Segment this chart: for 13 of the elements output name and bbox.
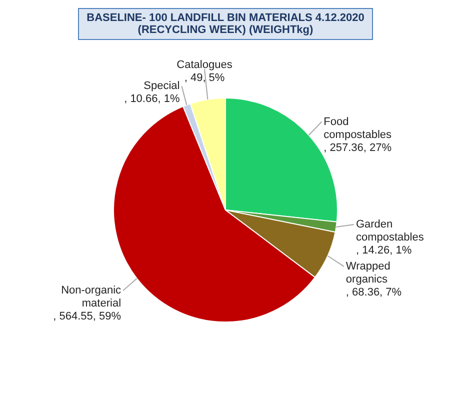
slice-label: Garden compostables <box>356 218 424 244</box>
slice-label: Catalogues <box>176 59 233 72</box>
data-label: , 564.55, 59% <box>53 310 122 323</box>
slice-label: Special <box>144 80 180 92</box>
data-label: , 257.36, 27% <box>324 142 392 154</box>
data-label: , 68.36, 7% <box>346 286 402 298</box>
data-label: , 14.26, 1% <box>356 244 412 256</box>
slice-label: Food compostables <box>324 116 392 141</box>
data-label: , 10.66, 1% <box>124 93 180 106</box>
chart-title: BASELINE- 100 LANDFILL BIN MATERIALS 4.12.2020 (RECYCLING WEEK) (WEIGHTkg) <box>78 8 374 40</box>
slice-label: Non-organic material <box>61 284 122 310</box>
data-label: , 49, 5% <box>184 72 225 84</box>
slice-label: Wrapped organics <box>346 260 390 286</box>
